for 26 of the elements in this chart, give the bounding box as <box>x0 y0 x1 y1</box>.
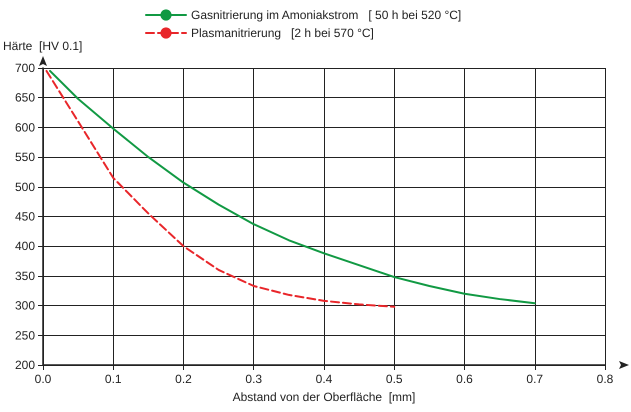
y-tick-label: 200 <box>14 358 36 372</box>
y-tick-label: 400 <box>14 239 36 254</box>
y-tick-label: 600 <box>14 120 36 134</box>
y-tick-label: 300 <box>14 298 36 313</box>
y-tick-label: 650 <box>14 90 36 105</box>
y-tick-label: 700 <box>14 61 36 75</box>
x-tick-label: 0.7 <box>526 372 544 386</box>
x-tick-label: 0.1 <box>104 372 122 386</box>
line-series <box>49 70 536 304</box>
x-tick-label: 0.5 <box>386 372 403 386</box>
line-series <box>46 70 396 308</box>
x-axis-title: Abstand von der Oberfläche [mm] <box>232 390 416 404</box>
y-axis-title: Härte [HV 0.1] <box>3 39 82 53</box>
y-tick-label: 500 <box>14 180 36 194</box>
y-tick-label: 350 <box>14 268 36 283</box>
y-tick-label: 450 <box>14 210 36 224</box>
x-tick-label: 0.6 <box>456 372 474 386</box>
x-tick-label: 0.4 <box>316 372 333 386</box>
y-tick-label: 250 <box>14 328 36 342</box>
legend-label: Plasmanitrierung [2 h bei 570 °C] <box>191 26 374 40</box>
x-tick-label: 0.8 <box>596 372 614 386</box>
x-tick-label: 0.2 <box>175 372 192 386</box>
y-tick-label: 550 <box>14 150 36 164</box>
legend-label: Gasnitrierung im Amoniakstrom [ 50 h bei 520 °C] <box>191 8 462 22</box>
x-tick-label: 0.3 <box>245 372 262 386</box>
x-tick-label: 0.0 <box>34 372 52 386</box>
